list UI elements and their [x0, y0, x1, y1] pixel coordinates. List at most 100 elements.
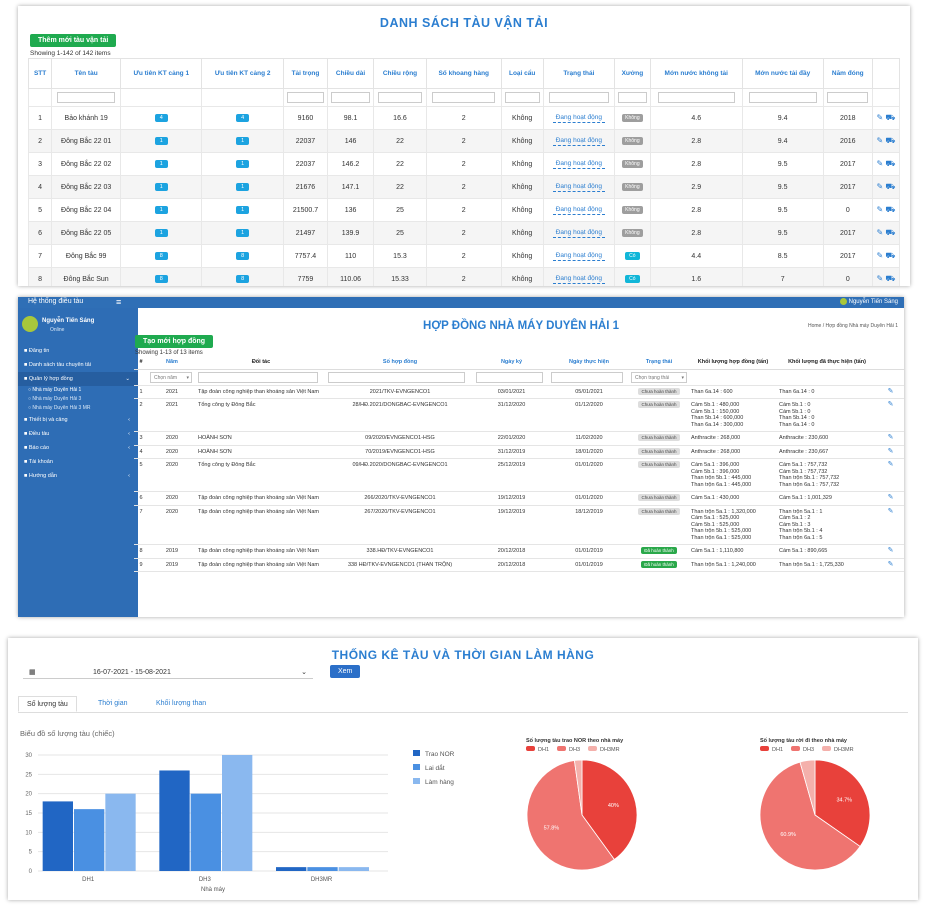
bar[interactable]: [222, 755, 253, 871]
sidebar-item[interactable]: ■ Hướng dẫn ‹: [18, 469, 138, 483]
truck-icon[interactable]: ⛟: [885, 113, 896, 122]
truck-icon[interactable]: ⛟: [885, 182, 896, 191]
column-header[interactable]: Ưu tiên KT cảng 2: [201, 58, 284, 89]
edit-icon[interactable]: ✎: [877, 385, 904, 399]
pie-slice[interactable]: [581, 759, 638, 861]
signed-filter-input[interactable]: [476, 371, 544, 383]
truck-icon[interactable]: ⛟: [885, 205, 896, 214]
status-link[interactable]: Đang hoạt động: [552, 206, 605, 215]
sidebar-item[interactable]: ■ Điều tàu ‹: [18, 427, 138, 441]
column-filter-input[interactable]: [377, 92, 423, 103]
legend-item[interactable]: DH3MR: [822, 746, 854, 753]
column-header[interactable]: Mớn nước tải đầy: [741, 58, 824, 89]
sidebar-subitem[interactable]: ○ Nhà máy Duyên Hải 1: [18, 386, 138, 395]
topbar-user[interactable]: Nguyễn Tiến Sáng: [839, 298, 898, 305]
menu-toggle-icon[interactable]: ≡: [116, 297, 122, 307]
status-link[interactable]: Đang hoạt động: [552, 160, 605, 169]
sidebar-item[interactable]: ■ Tài khoản: [18, 455, 138, 469]
tab-time[interactable]: Thời gian: [98, 700, 128, 707]
view-button[interactable]: Xem: [330, 665, 361, 678]
truck-icon[interactable]: ⛟: [885, 159, 896, 168]
pie-slice[interactable]: [814, 759, 871, 848]
bar[interactable]: [42, 801, 73, 871]
edit-icon[interactable]: ✎: [876, 182, 886, 191]
bar[interactable]: [190, 793, 221, 871]
column-filter-input[interactable]: [331, 92, 370, 103]
edit-icon[interactable]: ✎: [877, 544, 904, 559]
edit-icon[interactable]: ✎: [877, 558, 904, 572]
exec-filter-input[interactable]: [551, 371, 624, 383]
edit-icon[interactable]: ✎: [876, 159, 886, 168]
column-filter-input[interactable]: [748, 92, 817, 103]
column-header[interactable]: Xưởng: [614, 58, 651, 89]
pie-slice[interactable]: [526, 760, 615, 871]
edit-icon[interactable]: ✎: [876, 274, 886, 283]
legend-item[interactable]: DH1: [526, 746, 549, 753]
sidebar-item[interactable]: ■ Thiết bị và cảng ‹: [18, 413, 138, 427]
sidebar-item[interactable]: ■ Danh sách tàu chuyên tải: [18, 358, 138, 372]
pie-slice[interactable]: [573, 759, 583, 816]
column-header[interactable]: Tải trọng: [282, 58, 329, 89]
sidebar-subitem[interactable]: ○ Nhà máy Duyên Hải 3: [18, 395, 138, 404]
truck-icon[interactable]: ⛟: [885, 136, 896, 145]
column-header[interactable]: Số khoang hàng: [425, 58, 502, 89]
edit-icon[interactable]: ✎: [877, 491, 904, 506]
edit-icon[interactable]: ✎: [877, 458, 904, 492]
column-header[interactable]: Ưu tiên KT cảng 1: [120, 58, 203, 89]
edit-icon[interactable]: ✎: [876, 136, 886, 145]
tab-coal-volume[interactable]: Khối lượng than: [156, 700, 207, 707]
column-header[interactable]: Trạng thái: [542, 58, 616, 89]
bar[interactable]: [338, 867, 369, 871]
column-header[interactable]: STT: [27, 58, 53, 89]
column-filter-input[interactable]: [432, 92, 496, 103]
legend-item[interactable]: DH3: [557, 746, 580, 753]
column-header[interactable]: Mớn nước không tải: [649, 58, 743, 89]
status-link[interactable]: Đang hoạt động: [552, 229, 605, 238]
column-filter-input[interactable]: [549, 92, 609, 103]
truck-icon[interactable]: ⛟: [885, 251, 896, 260]
new-contract-button[interactable]: Tạo mới hợp đồng: [135, 335, 214, 348]
column-filter-input[interactable]: [287, 92, 324, 103]
edit-icon[interactable]: ✎: [877, 431, 904, 446]
column-header[interactable]: Tên tàu: [51, 58, 122, 89]
edit-icon[interactable]: ✎: [876, 228, 886, 237]
bar[interactable]: [276, 867, 307, 871]
edit-icon[interactable]: ✎: [876, 251, 886, 260]
edit-icon[interactable]: ✎: [877, 398, 904, 432]
legend-item[interactable]: Lai dắt: [413, 764, 454, 772]
column-header[interactable]: Ngày ký: [474, 356, 549, 370]
status-link[interactable]: Đang hoạt động: [552, 183, 605, 192]
year-select[interactable]: Chọn năm ▾: [150, 371, 192, 383]
column-header[interactable]: Chiều rộng: [373, 58, 427, 89]
column-header[interactable]: Ngày thực hiện: [549, 356, 629, 370]
bar[interactable]: [307, 867, 338, 871]
sidebar-item[interactable]: ■ Đăng tin: [18, 344, 138, 358]
pie-slice[interactable]: [799, 759, 816, 816]
column-header[interactable]: Loại cẩu: [500, 58, 544, 89]
truck-icon[interactable]: ⛟: [885, 228, 896, 237]
sidebar-subitem[interactable]: ○ Nhà máy Duyên Hải 3 MR: [18, 404, 138, 413]
legend-item[interactable]: DH3MR: [588, 746, 620, 753]
legend-item[interactable]: DH1: [760, 746, 783, 753]
column-header[interactable]: Chiều dài: [327, 58, 375, 89]
edit-icon[interactable]: ✎: [877, 445, 904, 459]
pie-slice[interactable]: [759, 761, 861, 871]
edit-icon[interactable]: ✎: [877, 505, 904, 545]
bar[interactable]: [159, 770, 190, 871]
status-link[interactable]: Đang hoạt động: [552, 114, 605, 123]
sidebar-item[interactable]: ■ Quản lý hợp đồng ⌄: [18, 372, 138, 386]
column-header[interactable]: Trạng thái: [629, 356, 689, 370]
column-filter-input[interactable]: [827, 92, 869, 103]
column-filter-input[interactable]: [657, 92, 735, 103]
column-header[interactable]: Năm: [148, 356, 196, 370]
bar[interactable]: [74, 809, 105, 871]
column-header[interactable]: Năm đóng: [822, 58, 873, 89]
edit-icon[interactable]: ✎: [876, 205, 886, 214]
sidebar-item[interactable]: ■ Báo cáo ‹: [18, 441, 138, 455]
column-filter-input[interactable]: [504, 92, 540, 103]
status-link[interactable]: Đang hoạt động: [552, 137, 605, 146]
add-ship-button[interactable]: Thêm mới tàu vận tải: [30, 34, 117, 47]
truck-icon[interactable]: ⛟: [885, 274, 896, 283]
legend-item[interactable]: DH3: [791, 746, 814, 753]
legend-item[interactable]: Làm hàng: [413, 778, 454, 786]
